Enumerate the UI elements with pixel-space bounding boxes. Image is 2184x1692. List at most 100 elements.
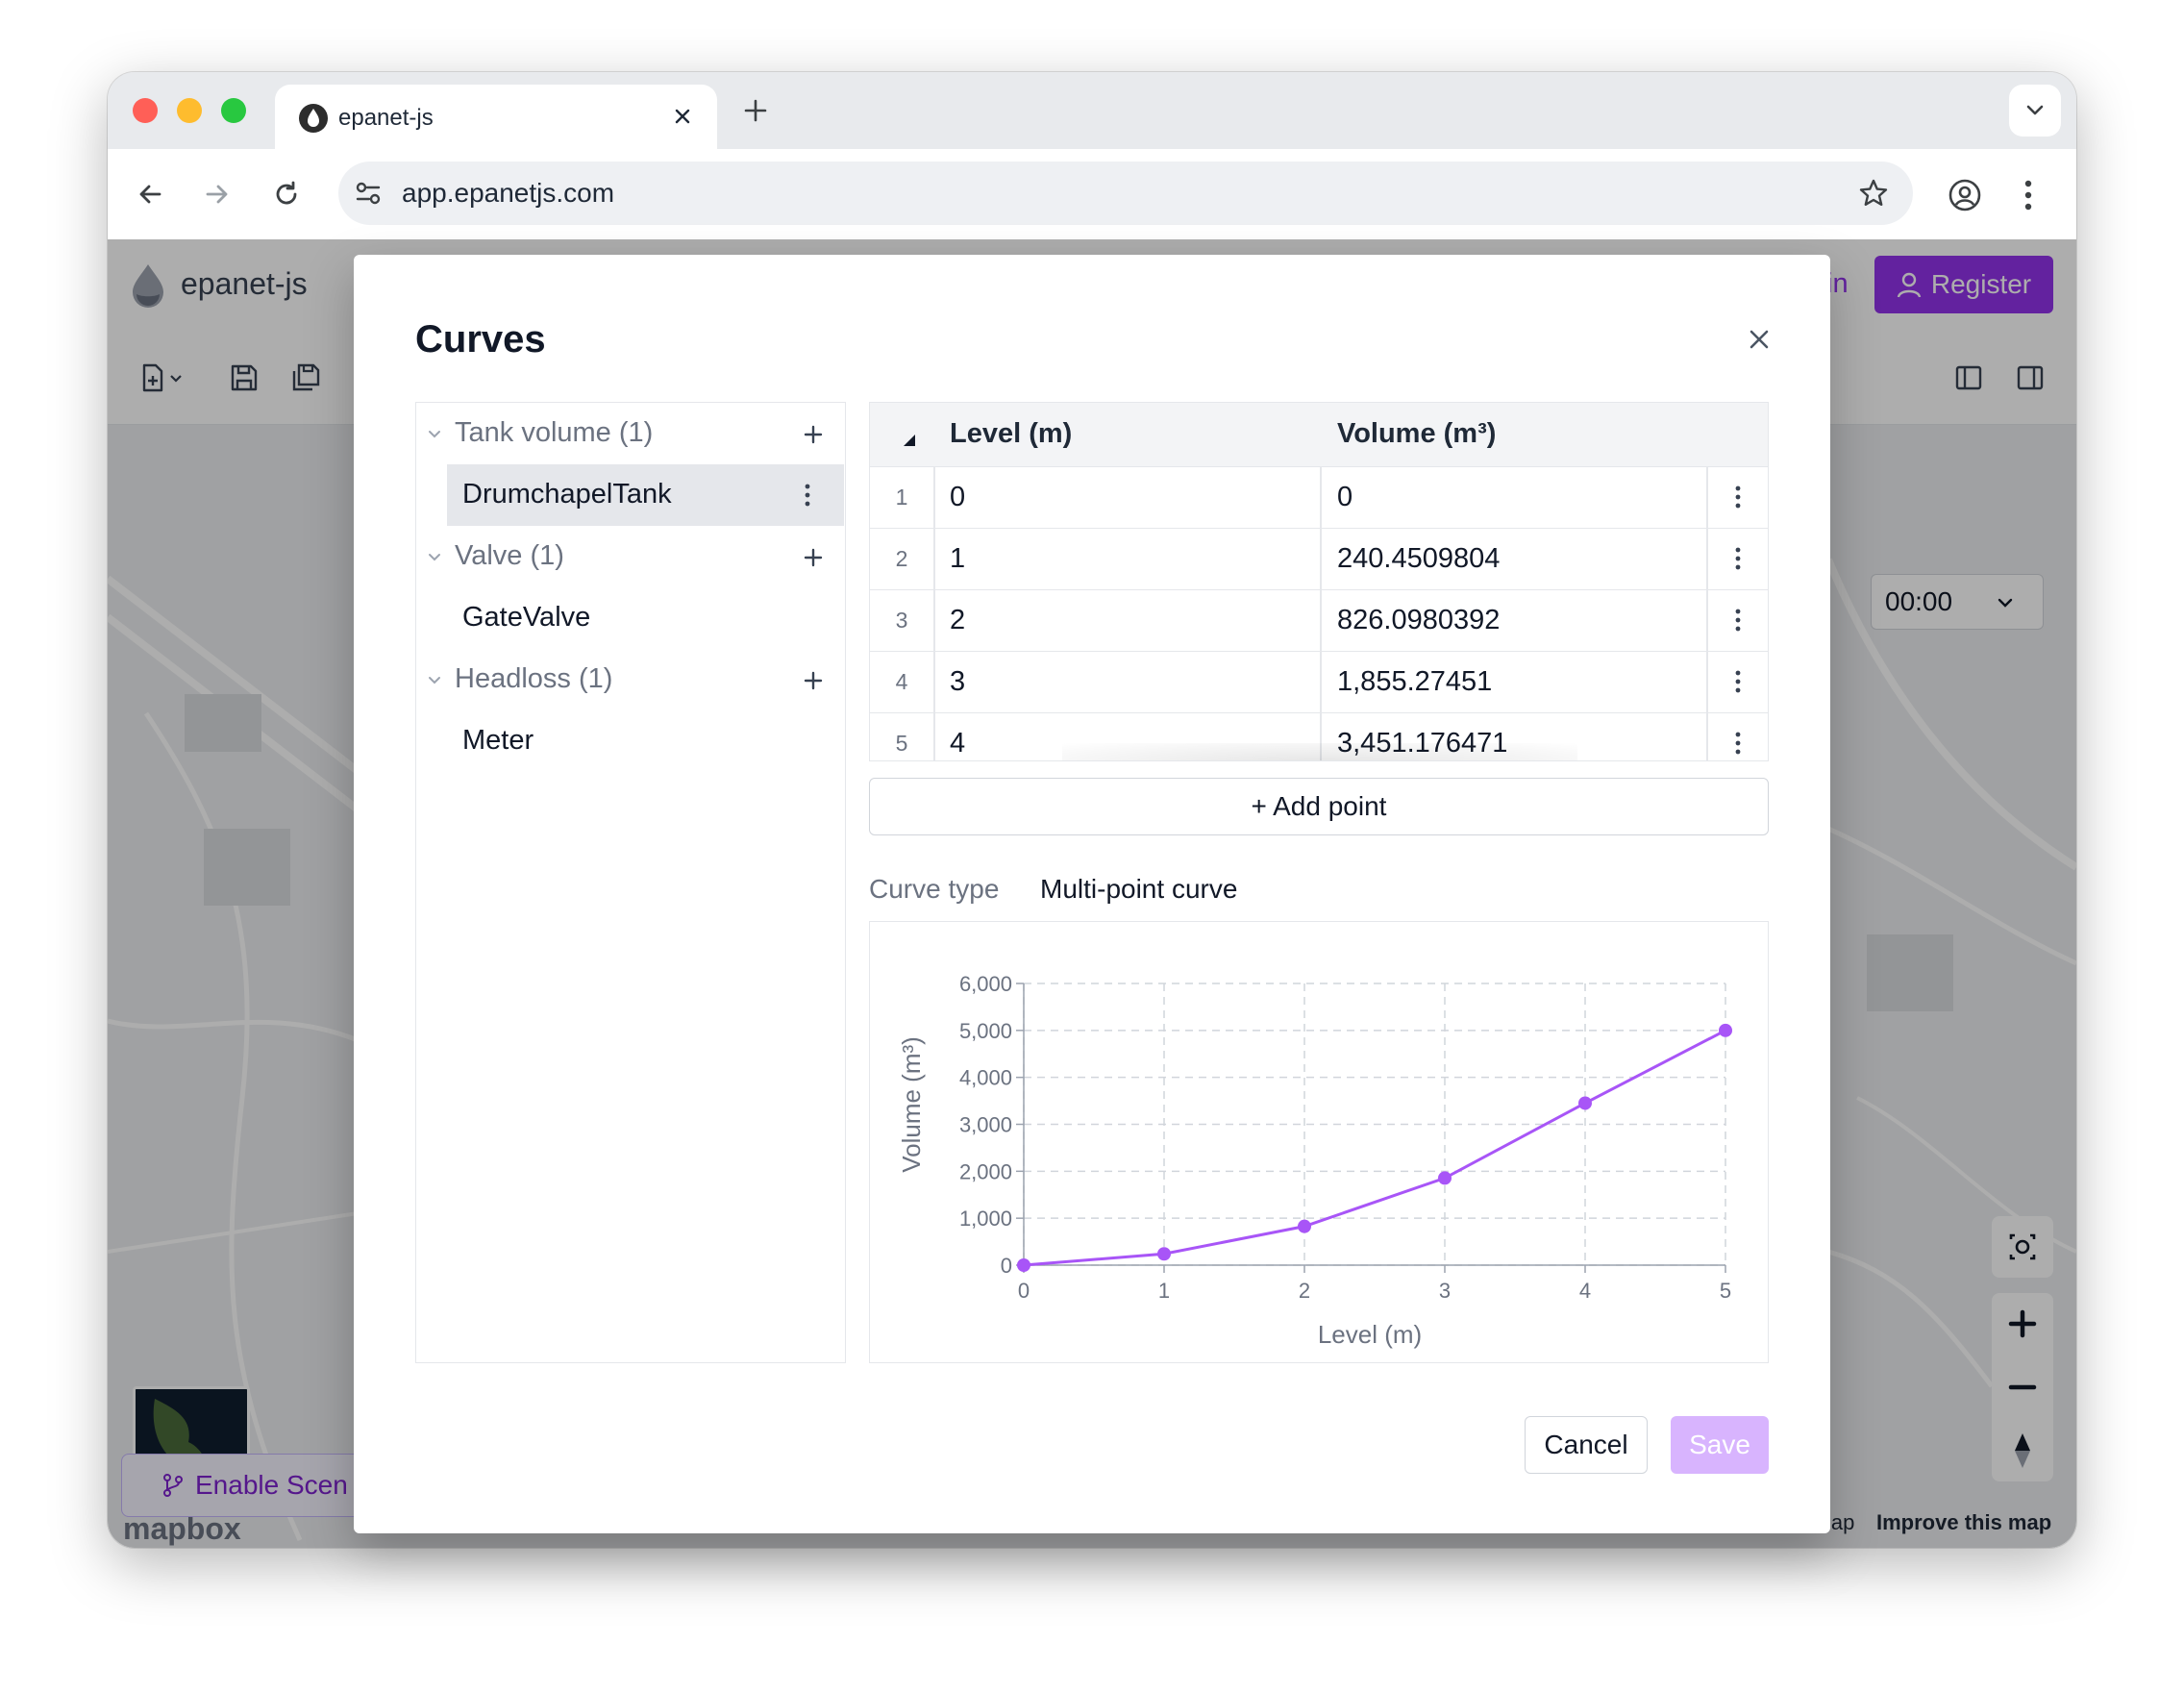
table-row: 5 4 3,451.176471 — [870, 712, 1768, 760]
more-vert-icon[interactable] — [1733, 605, 1743, 635]
right-panel-toggle-icon[interactable] — [2015, 362, 2046, 393]
table-row: 4 3 1,855.27451 — [870, 651, 1768, 713]
add-curve-icon[interactable] — [803, 424, 824, 445]
reload-icon[interactable] — [271, 179, 302, 210]
enable-scenarios-label: Enable Scen — [195, 1470, 348, 1500]
login-link[interactable]: in — [1826, 268, 1849, 299]
cell-volume[interactable]: 0 — [1337, 482, 1353, 512]
compass-icon[interactable] — [1992, 1420, 2053, 1481]
more-vert-icon[interactable] — [1733, 482, 1743, 512]
chevron-down-icon — [2026, 105, 2044, 115]
tree-item-label: GateValve — [462, 602, 591, 633]
bookmark-star-icon[interactable] — [1857, 177, 1890, 210]
cell-volume[interactable]: 1,855.27451 — [1337, 666, 1493, 697]
cell-level[interactable]: 3 — [950, 666, 966, 697]
address-bar[interactable]: app.epanetjs.com — [338, 162, 1913, 225]
y-axis-label: Volume (m³) — [897, 1036, 926, 1173]
y-tick-label: 2,000 — [959, 1159, 1012, 1183]
zoom-in-icon[interactable] — [1992, 1293, 2053, 1355]
tree-item-drumchapeltank[interactable]: DrumchapelTank — [447, 464, 844, 526]
app-logo-text: epanet-js — [181, 266, 308, 301]
cell-level[interactable]: 1 — [950, 543, 966, 574]
data-point — [1017, 1258, 1030, 1272]
map-attribution[interactable]: lap — [1826, 1510, 1855, 1534]
more-vert-icon[interactable] — [2023, 178, 2034, 212]
save-as-icon[interactable] — [290, 362, 321, 393]
new-file-icon[interactable] — [140, 362, 186, 393]
more-vert-icon[interactable] — [1733, 543, 1743, 574]
time-select[interactable]: 00:00 — [1871, 574, 2044, 630]
chevron-down-icon — [429, 677, 440, 684]
x-tick-label: 5 — [1720, 1279, 1731, 1303]
save-button[interactable]: Save — [1671, 1416, 1769, 1474]
more-vert-icon[interactable] — [1733, 666, 1743, 697]
tree-group-headloss[interactable]: Headloss (1) — [416, 649, 844, 710]
add-point-button[interactable]: + Add point — [869, 778, 1769, 835]
left-panel-toggle-icon[interactable] — [1953, 362, 1984, 393]
x-axis-label: Level (m) — [1318, 1320, 1422, 1349]
save-file-icon[interactable] — [229, 362, 260, 393]
column-header-level: Level (m) — [950, 418, 1073, 449]
more-vert-icon[interactable] — [1733, 728, 1743, 759]
curves-tree: Tank volume (1) DrumchapelTank Valve (1)… — [415, 402, 846, 1363]
tab-title: epanet-js — [338, 105, 434, 131]
cell-volume[interactable]: 826.0980392 — [1337, 605, 1501, 635]
x-tick-label: 1 — [1158, 1279, 1170, 1303]
back-icon[interactable] — [135, 179, 165, 210]
data-point — [1298, 1219, 1311, 1233]
cell-level[interactable]: 4 — [950, 728, 966, 759]
register-label: Register — [1930, 269, 2032, 299]
logo-icon — [129, 262, 167, 309]
y-tick-label: 4,000 — [959, 1066, 1012, 1090]
zoom-out-icon[interactable] — [1992, 1356, 2053, 1418]
tree-group-label: Valve (1) — [455, 540, 564, 571]
x-tick-label: 4 — [1579, 1279, 1591, 1303]
chart-svg: 0 1,000 2,000 3,000 4,000 5,000 6,000 0 1 2 3 4 5 Le… — [897, 972, 1732, 1349]
table-row: 2 1 240.4509804 — [870, 528, 1768, 590]
tab-search-button[interactable] — [2009, 85, 2061, 137]
tree-item-gatevalve[interactable]: GateValve — [447, 587, 844, 649]
cell-volume[interactable]: 3,451.176471 — [1337, 728, 1507, 759]
row-number: 1 — [895, 485, 908, 510]
close-window-button[interactable] — [133, 98, 158, 123]
add-curve-icon[interactable] — [803, 670, 824, 691]
close-tab-icon[interactable] — [673, 107, 692, 126]
row-number: 5 — [895, 731, 908, 756]
tree-group-tank-volume[interactable]: Tank volume (1) — [416, 403, 844, 464]
row-number: 2 — [895, 546, 908, 571]
tree-group-label: Headloss (1) — [455, 663, 613, 694]
browser-tab[interactable]: epanet-js — [275, 85, 717, 149]
table-row: 3 2 826.0980392 — [870, 589, 1768, 652]
y-tick-label: 3,000 — [959, 1113, 1012, 1137]
table-header: Level (m) Volume (m³) — [870, 403, 1768, 467]
tree-group-valve[interactable]: Valve (1) — [416, 526, 844, 587]
profile-icon[interactable] — [1948, 178, 1982, 212]
more-vert-icon[interactable] — [803, 480, 812, 510]
cancel-button[interactable]: Cancel — [1525, 1416, 1648, 1474]
cell-volume[interactable]: 240.4509804 — [1337, 543, 1501, 574]
register-button[interactable]: Register — [1874, 256, 2053, 313]
site-settings-icon[interactable] — [352, 177, 385, 210]
cell-level[interactable]: 2 — [950, 605, 966, 635]
close-icon[interactable] — [1748, 328, 1771, 351]
branch-icon — [163, 1474, 183, 1497]
cell-level[interactable]: 0 — [950, 482, 966, 512]
time-value: 00:00 — [1885, 586, 1953, 616]
new-tab-icon[interactable] — [742, 97, 769, 124]
improve-map-link[interactable]: Improve this map — [1876, 1510, 2052, 1534]
add-curve-icon[interactable] — [803, 547, 824, 568]
locate-button[interactable] — [1992, 1216, 2053, 1278]
corner-icon — [904, 435, 915, 446]
curve-type-value[interactable]: Multi-point curve — [1040, 874, 1238, 904]
chevron-down-icon — [429, 431, 440, 438]
table-row: 1 0 0 — [870, 466, 1768, 529]
forward-icon[interactable] — [202, 179, 233, 210]
tree-item-meter[interactable]: Meter — [447, 710, 844, 772]
dialog-title: Curves — [415, 318, 546, 361]
minimize-window-button[interactable] — [177, 98, 202, 123]
user-icon — [1897, 272, 1922, 298]
url-text: app.epanetjs.com — [402, 178, 615, 208]
maximize-window-button[interactable] — [221, 98, 246, 123]
tree-group-label: Tank volume (1) — [455, 417, 654, 448]
browser-toolbar: app.epanetjs.com — [108, 149, 2076, 239]
